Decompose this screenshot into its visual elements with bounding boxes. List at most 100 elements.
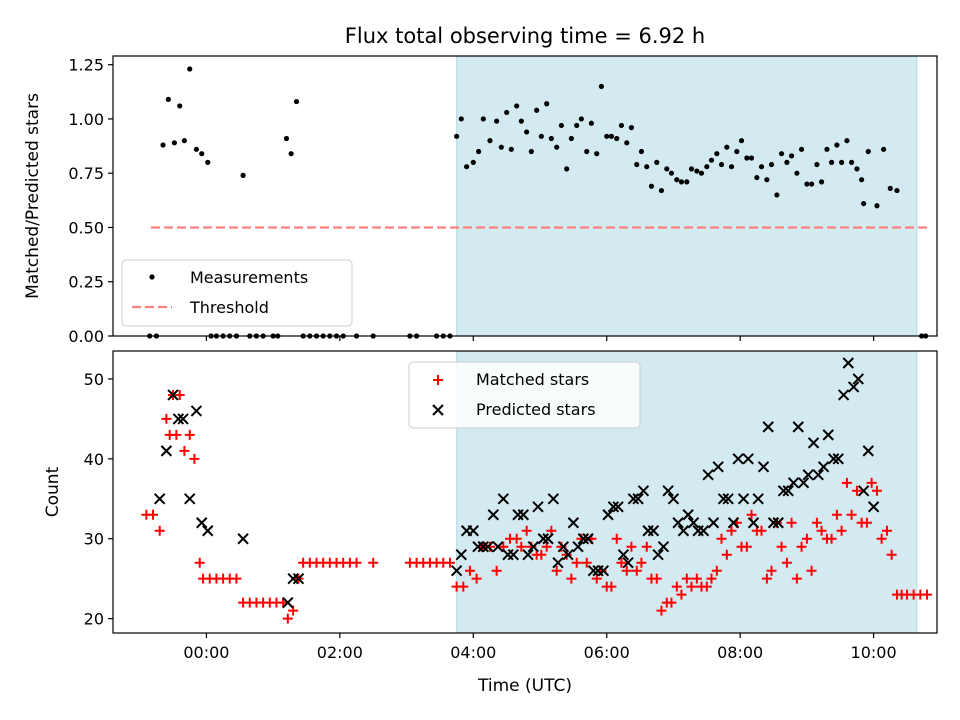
matched-star-point xyxy=(756,525,767,536)
matched-star-point xyxy=(886,549,897,560)
predicted-star-point xyxy=(153,493,166,505)
measurement-point xyxy=(160,142,166,148)
matched-star-point xyxy=(716,533,727,544)
axes-frame xyxy=(112,55,938,337)
matched-star-point xyxy=(174,389,185,400)
matched-star-point xyxy=(571,557,582,568)
legend-entry-threshold: Threshold xyxy=(189,298,269,317)
y-tick-label: 1.00 xyxy=(68,110,104,129)
predicted-star-point xyxy=(792,421,804,433)
measurement-point xyxy=(834,142,840,148)
matched-star-point xyxy=(231,573,242,584)
panel-count: 20 30 40 50 Count 00:00 02:00 04:00 06:00 08:00 10… xyxy=(43,350,938,662)
x-tick-label: 10:00 xyxy=(851,643,897,662)
measurement-point xyxy=(594,151,600,157)
measurement-point xyxy=(865,148,871,155)
predicted-star-point xyxy=(637,485,650,497)
predicted-star-point xyxy=(827,453,840,465)
matched-star-point xyxy=(831,509,842,520)
predicted-star-point xyxy=(867,501,880,513)
measurement-point xyxy=(165,96,171,103)
measurement-point xyxy=(618,122,625,129)
predicted-star-point xyxy=(557,541,570,553)
predicted-star-point xyxy=(652,549,664,561)
matched-star-point xyxy=(621,565,632,576)
measurement-point xyxy=(187,66,193,72)
predicted-star-point xyxy=(455,549,467,561)
matched-star-point xyxy=(881,525,892,536)
predicted-star-point xyxy=(202,525,214,537)
measurement-point xyxy=(764,177,770,183)
predicted-star-point xyxy=(702,469,714,481)
predicted-star-point xyxy=(597,564,610,577)
predicted-star-point xyxy=(712,461,724,473)
y-axis-label: Matched/Predicted stars xyxy=(23,93,43,299)
y-tick-label: 0.50 xyxy=(68,218,104,237)
matched-star-point xyxy=(671,581,682,592)
measurement-point xyxy=(648,183,655,189)
measurement-point xyxy=(518,118,524,124)
measurement-point xyxy=(854,166,860,172)
measurement-point xyxy=(859,177,865,183)
measurement-point xyxy=(554,144,560,150)
measurement-point xyxy=(774,192,780,198)
predicted-star-point xyxy=(717,493,730,505)
figure-title: Flux total observing time = 6.92 h xyxy=(345,24,705,48)
predicted-star-point xyxy=(807,437,820,449)
matched-star-point xyxy=(581,557,592,568)
matched-star-point xyxy=(179,445,190,456)
predicted-star-point xyxy=(767,517,780,529)
measurement-point xyxy=(534,107,540,113)
matched-star-point xyxy=(282,613,293,624)
measurement-point xyxy=(205,159,211,165)
matched-star-point xyxy=(161,413,172,424)
predicted-star-point xyxy=(737,493,750,505)
matched-star-point xyxy=(741,541,752,552)
predicted-star-point xyxy=(477,541,490,553)
measurement-point xyxy=(476,148,482,155)
predicted-star-point xyxy=(817,461,830,473)
matched-star-point xyxy=(811,517,822,528)
measurement-point xyxy=(584,148,590,155)
measurement-point xyxy=(704,164,710,170)
predicted-star-point xyxy=(582,533,594,545)
predicted-star-point xyxy=(722,493,734,505)
predicted-star-point xyxy=(627,493,640,505)
predicted-star-point xyxy=(842,357,854,369)
measurement-point xyxy=(514,103,520,109)
predicted-star-point xyxy=(532,501,544,513)
predicted-star-point xyxy=(657,541,670,553)
predicted-star-point xyxy=(772,517,784,529)
matched-star-point xyxy=(721,549,732,560)
matched-star-point xyxy=(651,573,662,584)
predicted-star-point xyxy=(487,509,500,521)
observing-span-highlight xyxy=(456,55,918,337)
x-axis-label: Time (UTC) xyxy=(477,676,572,696)
predicted-star-point xyxy=(647,525,660,537)
predicted-star-point xyxy=(537,533,550,545)
legend-top: Measurements Threshold xyxy=(121,259,353,327)
matched-star-point xyxy=(746,509,757,520)
predicted-star-point xyxy=(742,453,754,465)
predicted-star-point xyxy=(857,485,870,497)
predicted-star-point xyxy=(632,493,644,505)
matched-star-point xyxy=(471,573,482,584)
measurement-point xyxy=(464,164,470,170)
measurement-point xyxy=(734,148,740,155)
matched-star-point xyxy=(194,557,205,568)
legend-box xyxy=(121,259,353,327)
measurement-point xyxy=(608,133,615,139)
legend-bottom: Matched stars Predicted stars xyxy=(408,361,641,429)
matched-star-point xyxy=(189,453,200,464)
matched-star-point xyxy=(786,517,797,528)
measurement-point xyxy=(728,164,735,170)
matched-star-point xyxy=(766,565,777,576)
matched-star-point xyxy=(876,533,887,544)
measurement-point xyxy=(193,146,200,152)
predicted-star-point xyxy=(782,485,794,497)
predicted-star-point xyxy=(237,533,249,545)
x-tick-label: 02:00 xyxy=(317,643,363,662)
matched-star-point xyxy=(626,541,637,552)
predicted-star-point xyxy=(184,493,196,505)
